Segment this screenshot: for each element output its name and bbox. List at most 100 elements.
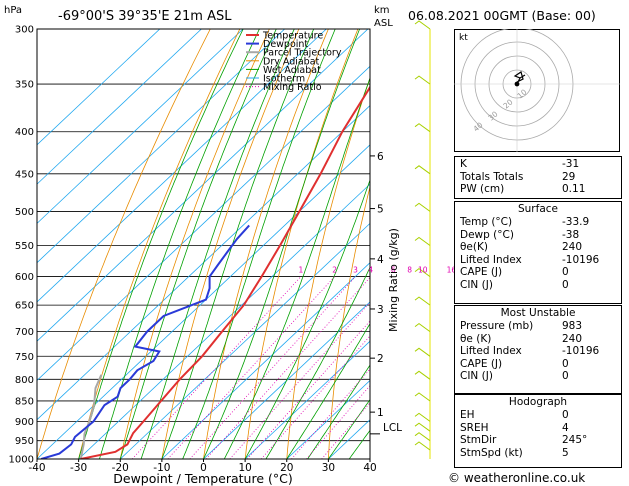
surface-label: θe(K): [460, 241, 488, 254]
temperature-tick-label: -40: [28, 462, 45, 474]
mixing-ratio-line: [167, 276, 335, 459]
mixing-ratio-line: [229, 301, 370, 459]
mixing-ratio-label: 2: [332, 266, 337, 275]
temperature-tick-label: -10: [153, 462, 170, 474]
mu-row: Lifted Index -10196: [455, 345, 621, 358]
km-label: km: [374, 5, 390, 16]
wind-barb: [414, 412, 431, 422]
wind-barb: [414, 20, 431, 30]
hpa-label: hPa: [4, 5, 22, 16]
dry-adiabat-line: [369, 442, 370, 459]
dry-adiabat-line: [78, 29, 241, 459]
wind-barb: [414, 322, 431, 333]
legend-label: Temperature: [262, 31, 323, 42]
wind-barb: [414, 236, 431, 246]
wet-adiabat-line: [286, 322, 370, 459]
km-tick-label: 1: [377, 407, 384, 419]
index-row-k: K -31: [455, 158, 621, 171]
legend-label: Isotherm: [263, 74, 305, 85]
indices-table: K -31 Totals Totals 29 PW (cm) 0.11: [454, 156, 622, 199]
isotherm-line: [37, 29, 161, 146]
index-label: Totals Totals: [460, 170, 524, 183]
temperature-tick-label: 30: [322, 462, 335, 474]
hodo-row: StmDir 245°: [455, 434, 621, 447]
surface-label: Lifted Index: [460, 253, 522, 266]
wet-adiabat-line: [161, 29, 315, 459]
surface-value: 240: [562, 241, 583, 254]
index-value: 29: [562, 170, 576, 183]
legend-label: Mixing Ratio: [263, 82, 322, 93]
hodo-label: SREH: [460, 421, 489, 434]
dry-adiabat-line: [244, 29, 359, 459]
pressure-tick-label: 1000: [9, 455, 34, 466]
mu-value: 0: [562, 357, 569, 370]
isotherm-line: [37, 144, 370, 459]
hodograph-trace: [513, 71, 526, 87]
wind-barb: [414, 441, 431, 451]
index-row-pw: PW (cm) 0.11: [455, 183, 621, 196]
x-axis-label: Dewpoint / Temperature (°C): [113, 471, 292, 486]
surface-value: 0: [562, 266, 569, 279]
dry-adiabat-line: [161, 29, 300, 459]
km-tick-label: 5: [377, 204, 384, 216]
surface-value: -10196: [562, 253, 600, 266]
pressure-tick-label: 600: [15, 272, 34, 283]
temperature-tick-label: 0: [200, 462, 207, 474]
isotherm-line: [37, 29, 244, 224]
isotherm-line: [37, 29, 202, 185]
location-title: -69°00'S 39°35'E 21m ASL: [58, 9, 232, 24]
surface-label: CAPE (J): [460, 266, 503, 279]
pressure-tick-label: 750: [15, 352, 34, 363]
wet-adiabat-line: [328, 398, 370, 459]
wet-adiabat-line: [223, 76, 370, 459]
mu-label: CAPE (J): [460, 357, 503, 370]
surface-title: Surface: [517, 203, 558, 215]
isotherm-line: [244, 340, 370, 459]
legend-label: Wet Adiabat: [263, 65, 321, 76]
hodo-value: 245°: [562, 434, 588, 447]
hodograph-table-title: Hodograph: [508, 396, 568, 408]
mixing-ratio-label: 8: [407, 266, 412, 275]
surface-label: Dewp (°C): [460, 228, 514, 241]
hodograph-kt-label: kt: [459, 33, 468, 43]
temperature-tick-label: -20: [112, 462, 129, 474]
isotherm-line: [78, 183, 370, 459]
mu-value: 240: [562, 332, 583, 345]
pressure-tick-label: 350: [15, 80, 34, 91]
dry-adiabat-line: [286, 76, 370, 459]
surface-row: Lifted Index -10196: [455, 254, 621, 267]
wet-adiabat-line: [78, 29, 244, 459]
isotherm-line: [119, 222, 370, 459]
pressure-tick-label: 450: [15, 169, 34, 180]
pressure-tick-label: 400: [15, 127, 34, 138]
index-value: -31: [562, 158, 580, 170]
dry-adiabat-line: [119, 29, 270, 459]
temperature-tick-label: -30: [70, 462, 87, 474]
wet-adiabat-line: [99, 29, 260, 459]
mixing-ratio-label: 4: [368, 266, 373, 275]
temperature-tick-label: 10: [238, 462, 251, 474]
pressure-tick-label: 950: [15, 436, 34, 447]
hodo-row: SREH 4: [455, 422, 621, 435]
hodograph: kt 10 20 30 40: [454, 29, 620, 152]
wet-adiabat-line: [265, 266, 370, 459]
mu-label: Pressure (mb): [460, 320, 534, 332]
hodo-value: 4: [562, 421, 569, 434]
wind-barb: [414, 432, 431, 442]
surface-row: CAPE (J) 0: [455, 266, 621, 279]
wet-adiabat-line: [307, 364, 370, 459]
mu-row: CIN (J) 0: [455, 370, 621, 383]
mixing-ratio-label: 10: [418, 266, 428, 275]
pressure-tick-label: 550: [15, 241, 34, 252]
temperature-tick-label: 20: [280, 462, 293, 474]
isotherm-line: [37, 29, 285, 264]
mixing-ratio-line: [205, 276, 370, 459]
isotherm-line: [286, 379, 370, 459]
hodo-value: 0: [562, 409, 569, 421]
dry-adiabat-line: [203, 29, 329, 459]
wind-barb: [414, 202, 431, 212]
mu-label: θe (K): [460, 332, 492, 345]
surface-row: Temp (°C) -33.9: [455, 216, 621, 229]
